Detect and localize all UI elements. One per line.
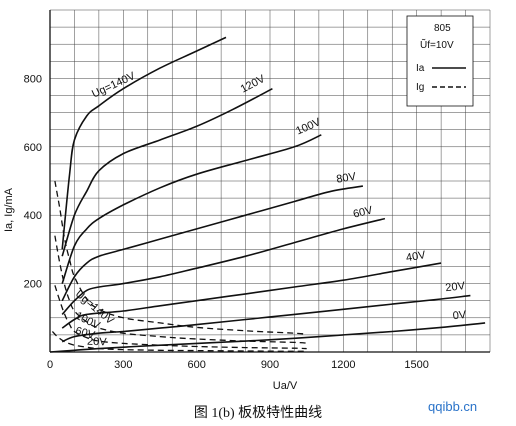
axes (49, 10, 490, 353)
curve-label-6: 20V (445, 280, 466, 294)
legend-ia-label: Ia (416, 63, 425, 74)
x-tick-label: 600 (187, 359, 205, 371)
y-tick-label: 800 (24, 73, 42, 85)
legend-box (406, 15, 474, 107)
x-tick-label: 900 (261, 359, 279, 371)
curve-label-11: 20V (87, 336, 108, 349)
curve-label-3: 80V (336, 171, 358, 186)
legend: 805 Ũf=10V Ia Ig (406, 15, 474, 107)
tick-labels: 0 300 600 900 1200 1500 200 400 600 800 (24, 73, 429, 371)
legend-filament: Ũf=10V (420, 38, 454, 51)
curve-label-4: 60V (352, 204, 375, 221)
figure-caption: 图 1(b) 板极特性曲线 (193, 406, 323, 421)
curves (49, 36, 486, 353)
watermark: qqibb.cn (428, 399, 478, 414)
x-axis-label: Ua/V (273, 380, 298, 392)
legend-ig-label: Ig (416, 82, 424, 93)
anode-current-curve-0 (61, 36, 227, 250)
curve-label-7: 0V (452, 309, 467, 322)
anode-current-curve-5 (61, 262, 442, 329)
anode-current-curve-4 (61, 217, 386, 315)
grid-current-curve-9 (54, 235, 307, 344)
y-tick-label: 200 (24, 279, 42, 291)
anode-current-curve-6 (61, 294, 471, 343)
legend-tube: 805 (434, 23, 451, 34)
x-tick-label: 1500 (404, 359, 428, 371)
anode-current-curve-2 (61, 134, 322, 284)
curve-label-10: 60V (74, 325, 97, 342)
y-tick-label: 400 (24, 210, 42, 222)
anode-current-curve-3 (61, 185, 364, 302)
curve-label-1: 120V (239, 73, 268, 96)
x-tick-label: 1200 (331, 359, 355, 371)
y-axis-label: Ia, Ig/mA (3, 187, 15, 232)
grid-current-curve-11 (51, 331, 307, 352)
x-tick-label: 300 (114, 359, 132, 371)
y-tick-label: 600 (24, 142, 42, 154)
grid-current-curve-10 (54, 285, 307, 350)
anode-current-curve-1 (61, 87, 273, 257)
curve-label-5: 40V (405, 249, 427, 264)
x-tick-label: 0 (47, 359, 53, 371)
